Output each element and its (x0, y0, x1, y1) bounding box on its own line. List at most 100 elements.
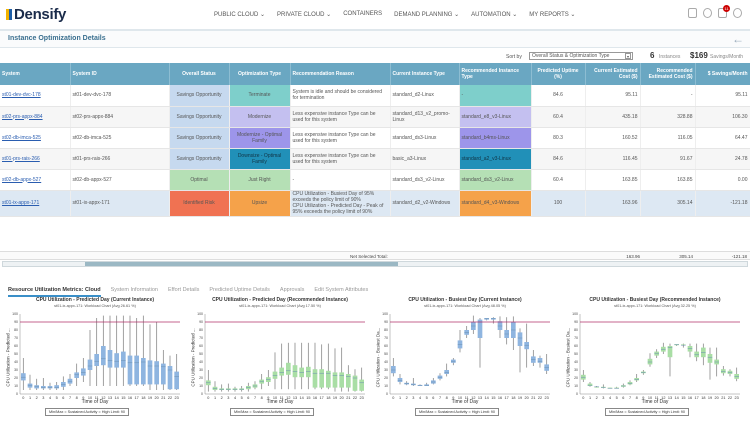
x-tick-label: 1 (214, 396, 216, 400)
x-tick-label: 21 (721, 396, 725, 400)
box (417, 385, 423, 386)
column-header[interactable]: Recommended Estimated Cost ($) (640, 63, 696, 85)
x-tick-label: 14 (675, 396, 679, 400)
system-link[interactable]: st02-prs-appx-884 (2, 113, 43, 120)
help-icon[interactable] (703, 8, 712, 18)
x-tick-label: 9 (452, 396, 454, 400)
column-header[interactable]: System (0, 63, 71, 85)
y-tick-label: 0 (386, 392, 388, 396)
tab-effort-details[interactable]: Effort Details (168, 287, 200, 293)
x-tick-label: 20 (340, 396, 344, 400)
nav-private-cloud[interactable]: PRIVATE CLOUD ⌄ (277, 12, 332, 18)
nav-demand-planning[interactable]: DEMAND PLANNING ⌄ (394, 12, 460, 18)
y-tick-label: 20 (199, 376, 203, 380)
x-tick-label: 0 (392, 396, 394, 400)
chart-legend: Min/Max = Sustained Activity = High Limi… (605, 408, 689, 416)
instance-count: 6 (650, 51, 655, 60)
table-row[interactable]: st01-ix-appx-171 st01-ix-appx-171 Identifi… (0, 190, 750, 217)
x-tick-label: 23 (360, 396, 364, 400)
column-header[interactable]: Current Estimated Cost ($) (585, 63, 641, 85)
system-link[interactable]: st02-db-imca-525 (2, 134, 41, 141)
column-header[interactable]: Overall Status (169, 63, 230, 85)
box (74, 372, 79, 378)
densify-logo[interactable]: Densify (6, 6, 66, 23)
cell-current-cost: 160.52 (585, 127, 641, 149)
document-icon[interactable] (688, 8, 697, 18)
y-tick-label: 20 (384, 376, 388, 380)
x-tick-label: 10 (273, 396, 277, 400)
system-link[interactable]: st02-db-appx-527 (2, 176, 42, 183)
detail-tabs: Resource Utilization Metrics: Cloud Syst… (8, 287, 368, 297)
box (477, 319, 483, 338)
back-arrow-icon[interactable]: ← (732, 32, 744, 46)
system-link[interactable]: st01-dev-dvc-178 (2, 92, 41, 99)
nav-automation[interactable]: AUTOMATION ⌄ (471, 12, 518, 18)
y-tick-label: 10 (199, 384, 203, 388)
x-tick-label: 4 (419, 396, 421, 400)
x-tick-label: 7 (629, 396, 631, 400)
x-tick-label: 11 (465, 396, 469, 400)
box (312, 369, 318, 388)
tab-system-information[interactable]: System Information (110, 287, 158, 293)
cell-recommendation-reason: CPU Utilization - Busiest Day of 95% exc… (290, 190, 391, 217)
x-tick-label: 5 (56, 396, 58, 400)
box (81, 368, 86, 376)
box (54, 385, 59, 389)
table-row[interactable]: st02-db-imca-525 st02-db-imca-525 Savings … (0, 127, 750, 149)
horizontal-scrollbar[interactable] (2, 261, 748, 267)
box (107, 350, 113, 368)
scrollbar-thumb[interactable] (85, 262, 398, 266)
x-tick-label: 4 (49, 396, 51, 400)
system-link[interactable]: st01-prs-rais-266 (2, 155, 40, 162)
y-tick-label: 50 (199, 352, 203, 356)
x-tick-label: 8 (446, 396, 448, 400)
box (174, 371, 179, 390)
y-tick-label: 40 (574, 360, 578, 364)
x-tick-label: 20 (715, 396, 719, 400)
column-header[interactable]: Recommended Instance Type (459, 63, 532, 85)
x-tick-label: 3 (227, 396, 229, 400)
cell-system-id: st01-ix-appx-171 (70, 190, 170, 217)
box (154, 361, 159, 385)
box (537, 358, 543, 363)
nav-my-reports[interactable]: MY REPORTS ⌄ (529, 12, 576, 18)
dropdown-arrow-icon: ▾ (625, 53, 631, 59)
tab-approvals[interactable]: Approvals (279, 287, 305, 293)
table-row[interactable]: st02-db-appx-527 st02-db-appx-527 Optimal J… (0, 169, 750, 191)
table-row[interactable]: st01-prs-rais-266 st01-prs-rais-266 Saving… (0, 148, 750, 170)
y-tick-label: 60 (199, 344, 203, 348)
sort-select[interactable]: Overall Status & Optimization Type ▾ (529, 52, 633, 60)
table-row[interactable]: st01-dev-dvc-178 st01-dev-dvc-178 Savings … (0, 85, 750, 107)
tab-edit-attributes[interactable]: Edit System Attributes (314, 287, 369, 293)
y-tick-label: 90 (199, 320, 203, 324)
column-header[interactable]: System ID (70, 63, 170, 85)
tab-resource-utilization[interactable]: Resource Utilization Metrics: Cloud (8, 287, 101, 297)
system-link[interactable]: st01-ix-appx-171 (2, 200, 40, 206)
x-tick-label: 19 (333, 396, 337, 400)
tab-predicted-uptime[interactable]: Predicted Uptime Details (209, 287, 270, 293)
y-tick-label: 0 (576, 392, 578, 396)
net-total-label: Net Selected Total: (350, 254, 388, 259)
box (681, 344, 686, 346)
user-icon[interactable] (733, 8, 742, 18)
column-header[interactable]: $ Savings/Month (695, 63, 750, 85)
y-tick-label: 50 (14, 352, 18, 356)
nav-public-cloud[interactable]: PUBLIC CLOUD ⌄ (214, 12, 266, 18)
chart-title: CPU Utilization - Predicted Day (Current… (35, 297, 155, 303)
column-header[interactable]: Recommendation Reason (290, 63, 391, 85)
y-tick-label: 10 (14, 384, 18, 388)
column-header[interactable]: Current Instance Type (390, 63, 460, 85)
column-header[interactable]: Predicted Uptime (%) (531, 63, 586, 85)
nav-containers[interactable]: CONTAINERS (343, 11, 383, 17)
cell-overall-status: Savings Opportunity (169, 127, 230, 149)
bell-icon[interactable]: 11 (718, 5, 730, 18)
column-header[interactable]: Optimization Type (229, 63, 291, 85)
table-row[interactable]: st02-prs-appx-884 st02-prs-appx-884 Saving… (0, 106, 750, 128)
y-tick-label: 60 (384, 344, 388, 348)
y-tick-label: 80 (384, 328, 388, 332)
x-tick-label: 18 (141, 396, 145, 400)
net-total-row: Net Selected Total: 163.96 305.14 -121.1… (0, 251, 750, 260)
y-tick-label: 60 (574, 344, 578, 348)
